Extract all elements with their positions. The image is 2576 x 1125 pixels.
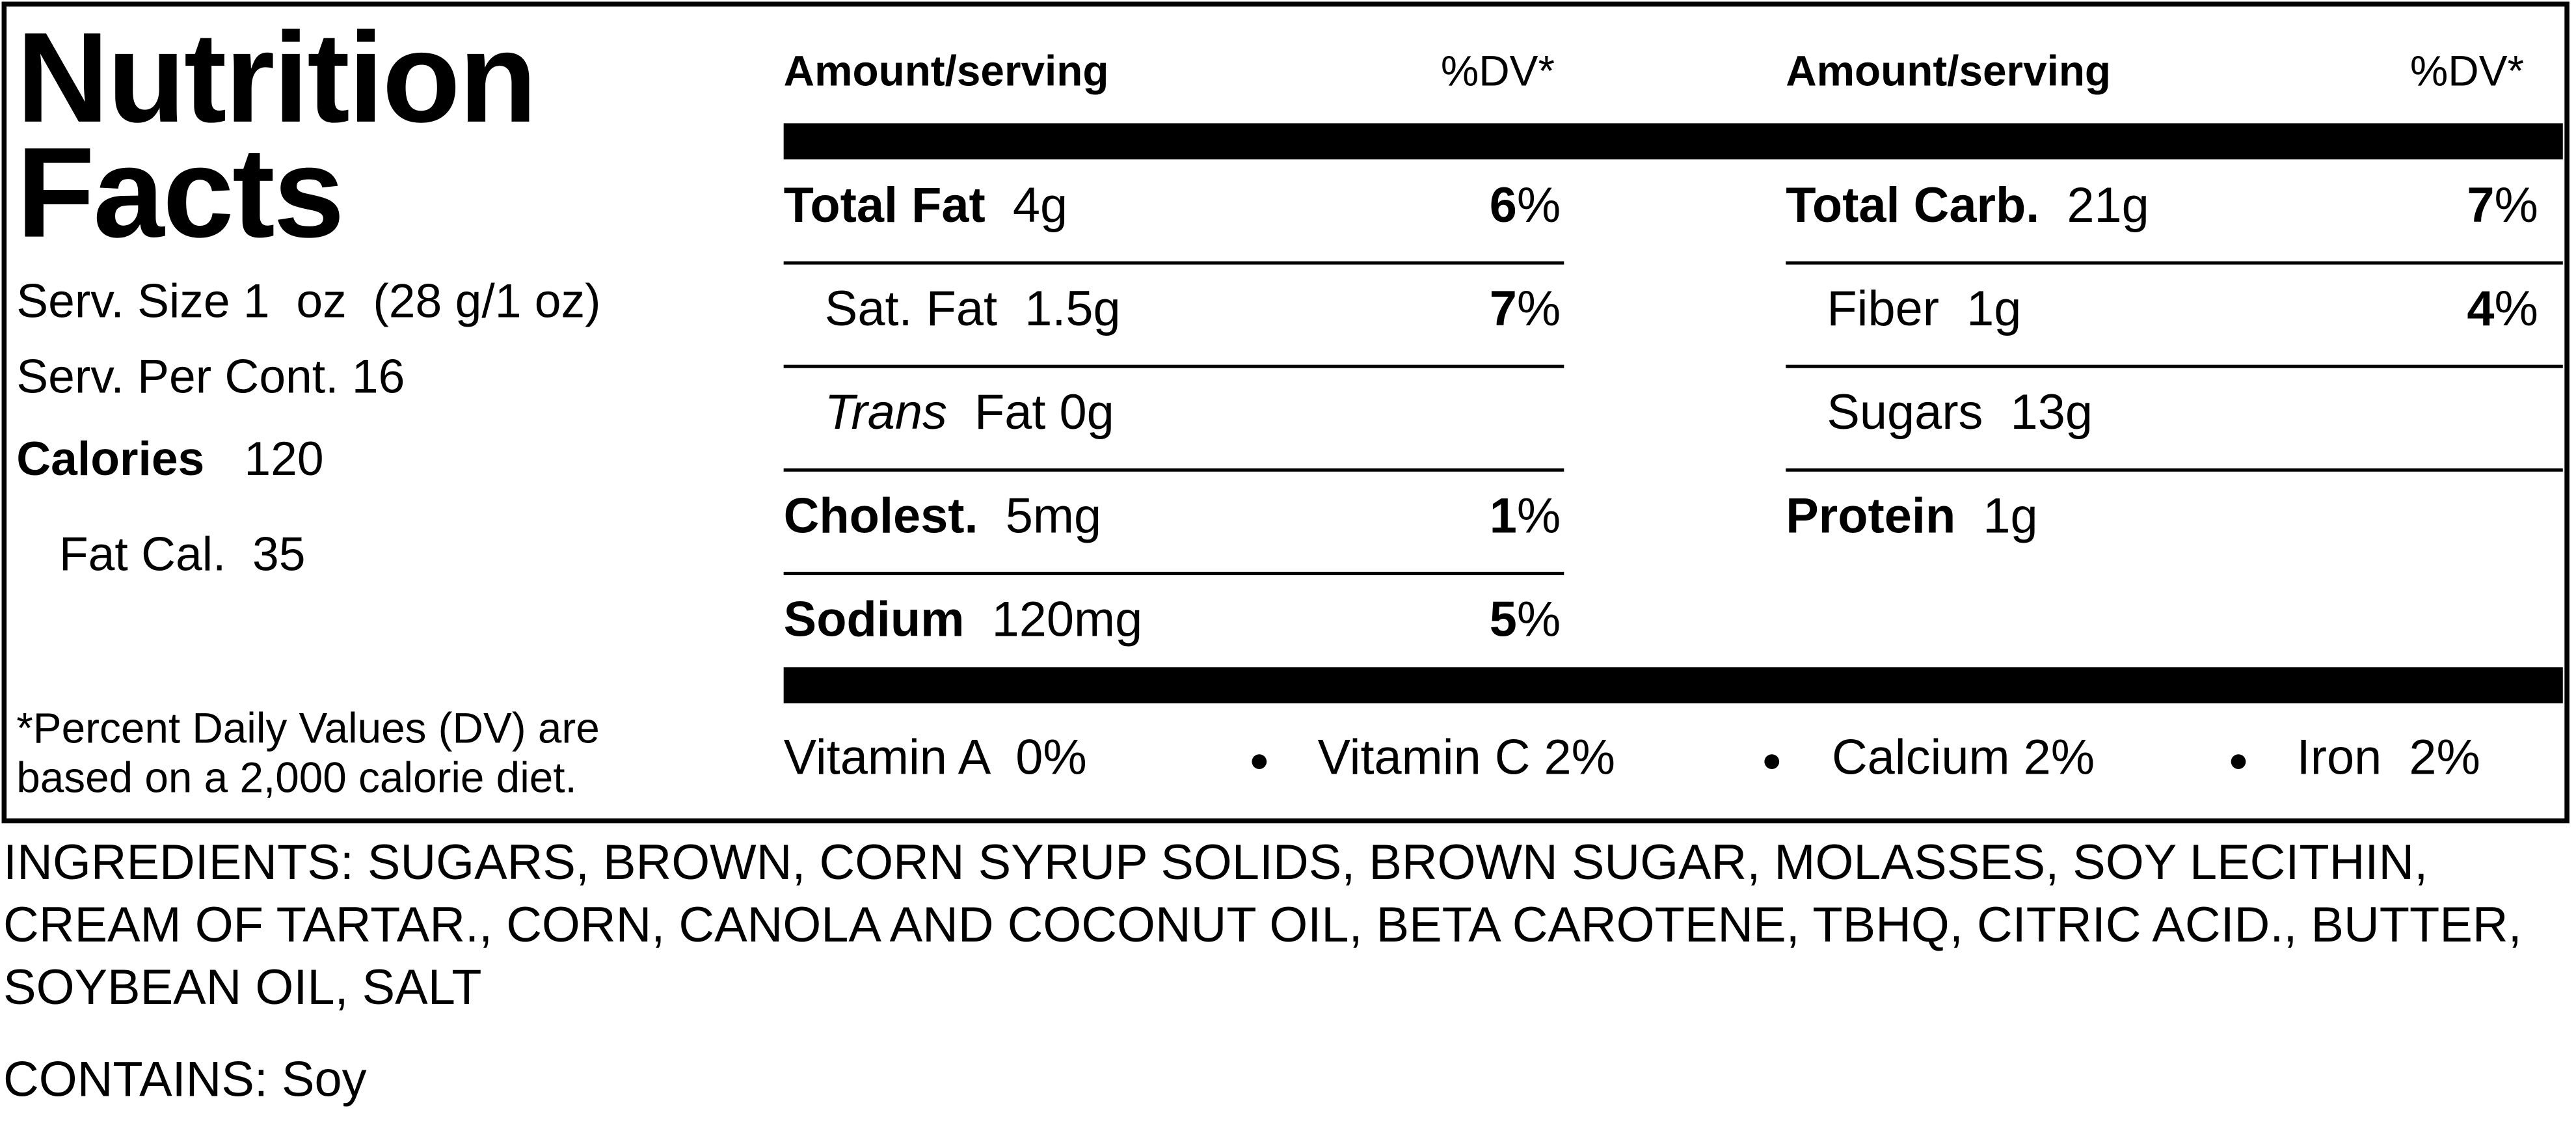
dv-number: 1 — [1489, 489, 1517, 544]
bullet — [1252, 754, 1267, 769]
vitamin: Calcium 2% — [1831, 731, 2095, 786]
nutrient-name: Fiber — [1827, 282, 1940, 337]
bullet — [1764, 754, 1780, 769]
row-rule — [783, 468, 1564, 472]
nutrient-name: Sat. Fat — [824, 282, 998, 337]
ingredients: INGREDIENTS: SUGARS, BROWN, CORN SYRUP S… — [3, 836, 2522, 1016]
nutrient-amount: 1g — [1983, 489, 2038, 544]
amount-header: Amount/serving — [1786, 46, 2112, 96]
calories: 120 — [244, 433, 324, 487]
daily-value: 7% — [1490, 282, 1561, 338]
nutrient-name: Cholest. — [783, 489, 978, 544]
row-rule — [1786, 468, 2563, 472]
calories-row: Calories 120 — [16, 434, 323, 488]
fat-calories-row: Fat Cal. 35 — [59, 529, 306, 583]
thick-rule — [783, 123, 2563, 159]
dv-number: 5 — [1489, 593, 1517, 648]
nutrient-amount: Fat 0g — [974, 386, 1114, 441]
nutrient-amount: 1g — [1966, 282, 2022, 337]
dv-unit: % — [1516, 179, 1561, 234]
calories-label: Calories — [16, 433, 205, 487]
contains: CONTAINS: Soy — [3, 1053, 367, 1108]
dv-number: 7 — [2467, 179, 2495, 234]
nutrient-name: Protein — [1786, 489, 1956, 544]
vitamin: Iron 2% — [2296, 731, 2480, 786]
nutrient-amount: 1.5g — [1025, 282, 1121, 337]
nutrient-row: Protein 1g — [1786, 490, 2037, 546]
vitamin: Vitamin C 2% — [1317, 731, 1616, 786]
nutrient-row: Sodium 120mg — [784, 593, 1143, 649]
nutrient-row: Sugars 13g — [1827, 386, 2093, 442]
nutrient-amount: 13g — [2010, 386, 2093, 441]
nutrient-amount: 5mg — [1005, 489, 1102, 544]
facts-box — [1, 1, 2569, 824]
daily-value: 5% — [1490, 593, 1561, 649]
nutrient-name: Trans — [824, 386, 947, 441]
row-rule — [1786, 261, 2563, 265]
nutrient-amount: 4g — [1012, 179, 1068, 234]
daily-value: 4% — [2467, 282, 2538, 338]
dv-number: 4 — [2467, 282, 2495, 337]
dv-header: %DV* — [1440, 46, 1555, 96]
dv-header: %DV* — [2409, 46, 2525, 96]
dv-unit: % — [1516, 282, 1561, 337]
bullet — [2231, 754, 2246, 769]
fat-calories-label: Fat Cal. — [59, 529, 226, 582]
amount-header: Amount/serving — [783, 46, 1109, 96]
daily-value: 7% — [2467, 179, 2538, 235]
row-rule — [783, 571, 1564, 575]
nutrient-row: Sat. Fat 1.5g — [825, 282, 1121, 338]
daily-value: 6% — [1490, 179, 1561, 235]
title: Nutrition Facts — [16, 5, 537, 265]
nutrient-name: Total Fat — [783, 179, 986, 234]
nutrient-name: Sugars — [1827, 386, 1983, 441]
fat-calories: 35 — [252, 529, 306, 582]
daily-value: 1% — [1490, 490, 1561, 546]
nutrient-row: Trans Fat 0g — [825, 386, 1114, 442]
nutrient-row: Cholest. 5mg — [784, 490, 1101, 546]
vitamin: Vitamin A 0% — [783, 731, 1087, 786]
row-rule — [1786, 364, 2563, 368]
nutrient-row: Total Carb. 21g — [1786, 179, 2149, 235]
footnote: *Percent Daily Values (DV) are based on … — [16, 703, 600, 802]
row-rule — [783, 261, 1564, 265]
dv-unit: % — [2494, 179, 2538, 234]
thick-rule — [783, 667, 2563, 703]
nutrient-amount: 21g — [2067, 179, 2149, 234]
row-rule — [783, 364, 1564, 368]
nutrient-name: Sodium — [783, 593, 965, 648]
nutrient-name: Total Carb. — [1786, 179, 2040, 234]
nutrient-row: Total Fat 4g — [784, 179, 1067, 235]
dv-number: 6 — [1489, 179, 1517, 234]
dv-unit: % — [1516, 489, 1561, 544]
dv-unit: % — [2494, 282, 2538, 337]
dv-unit: % — [1516, 593, 1561, 648]
nutrient-row: Fiber 1g — [1827, 282, 2021, 338]
nutrient-amount: 120mg — [991, 593, 1143, 648]
dv-number: 7 — [1489, 282, 1517, 337]
servings-per-container: Serv. Per Cont. 16 — [16, 351, 405, 405]
serving-size: Serv. Size 1 oz (28 g/1 oz) — [16, 276, 601, 329]
